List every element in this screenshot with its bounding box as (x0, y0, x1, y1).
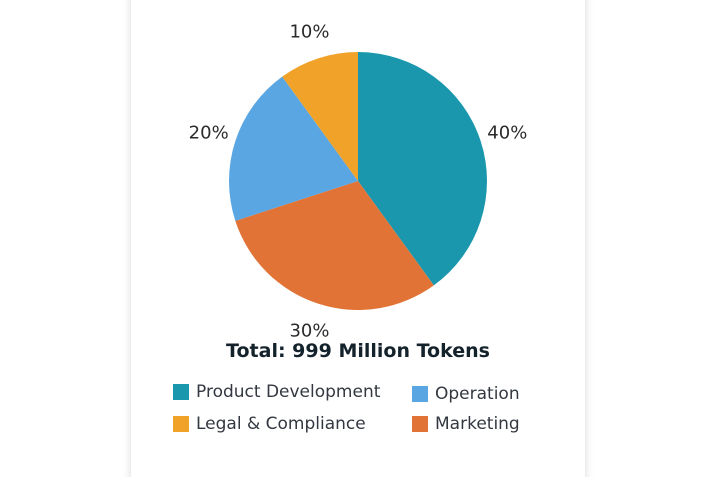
slice-label: 20% (189, 122, 229, 143)
legend-swatch (173, 384, 189, 400)
pie-slice-operation (228, 76, 358, 221)
legend-swatch (173, 416, 189, 432)
slice-label: 40% (487, 122, 527, 143)
slice-label: 30% (289, 320, 329, 341)
legend-label: Product Development (196, 382, 381, 402)
legend-item-product-development: Product Development (173, 382, 380, 402)
pie-slice-product-development (358, 52, 488, 286)
pie-slice-legal-compliance (282, 52, 358, 181)
legend-item-legal-compliance: Legal & Compliance (173, 414, 366, 434)
legend-label: Operation (435, 384, 520, 404)
legend-swatch (412, 416, 428, 432)
chart-title: Total: 999 Million Tokens (226, 340, 490, 362)
legend-label: Legal & Compliance (196, 414, 366, 434)
legend-item-operation: Operation (412, 384, 520, 404)
legend-label: Marketing (435, 414, 520, 434)
slice-label: 10% (289, 22, 329, 43)
legend-item-marketing: Marketing (412, 414, 520, 434)
legend-swatch (412, 386, 428, 402)
pie-slice-marketing (235, 181, 434, 310)
